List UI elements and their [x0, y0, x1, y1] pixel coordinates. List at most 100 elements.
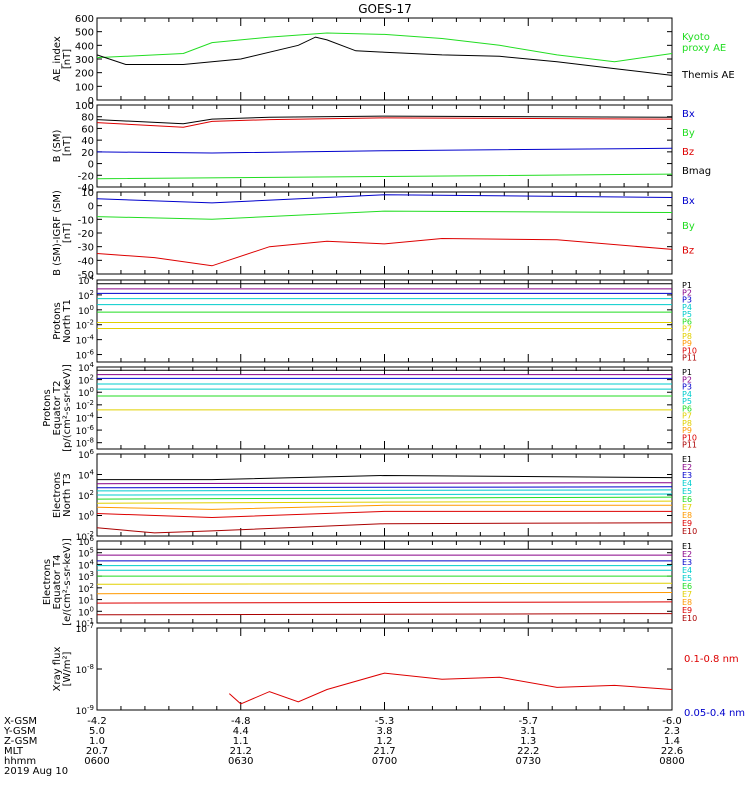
series-line-e9: [96, 601, 673, 604]
y-tick-label: 100: [78, 605, 94, 618]
y-tick-label: 102: [78, 289, 94, 302]
y-tick-label: 10-6: [76, 424, 95, 437]
legend-entry: E2: [682, 463, 692, 472]
y-tick-label: -30: [78, 243, 94, 254]
legend-entry: P2: [682, 375, 692, 384]
legend-entry: E5: [682, 487, 692, 496]
y-tick-label: 106: [78, 448, 94, 461]
y-axis-label: Xray flux[W/m²]: [52, 647, 73, 692]
footer-value: 5.0: [89, 726, 105, 737]
footer-value: 0700: [372, 756, 397, 767]
y-tick-label: 0: [88, 202, 94, 213]
y-tick-label: 10-8: [76, 663, 94, 676]
series-line-bx: [96, 147, 673, 154]
legend-entry: E5: [682, 574, 692, 583]
legend-entry: P4: [682, 390, 692, 399]
legend-entry: P10: [682, 433, 697, 442]
series-line-bz: [96, 237, 673, 267]
panel-3: 10 0 -10 -20 -30 -40 -50 B (SM)-IGRF (SM)[nT] Bx…: [52, 188, 695, 281]
legend-entry: P8: [682, 419, 692, 428]
y-tick-label: 10-4: [76, 334, 95, 347]
footer-row-label: MLT: [4, 746, 24, 757]
y-tick-label: 10-7: [76, 622, 94, 635]
legend-entry: E8: [682, 598, 692, 607]
footer-row-label: hhmm: [4, 756, 36, 767]
legend-entry: P9: [682, 339, 692, 348]
y-tick-label: 200: [75, 69, 94, 80]
legend-entry: E1: [682, 455, 692, 464]
legend-entry: E6: [682, 495, 692, 504]
y-tick-label: 40: [81, 136, 94, 147]
footer-row-label: Y-GSM: [3, 726, 36, 737]
legend-entry: P10: [682, 346, 697, 355]
legend-entry: Bz: [682, 147, 694, 158]
legend-entry: Themis AE: [681, 70, 735, 81]
y-tick-label: -20: [78, 171, 94, 182]
y-tick-label: 104: [78, 558, 94, 571]
footer-row-label: Z-GSM: [4, 736, 37, 747]
y-tick-label: 60: [81, 124, 94, 135]
y-axis-label: ElectronsEquator T4[e/(cm²-s-sr-keV)]: [42, 538, 73, 626]
legend-entry: E8: [682, 511, 692, 520]
y-tick-label: 105: [78, 547, 94, 560]
series-line-e4: [96, 489, 673, 492]
legend-entry: Bz: [682, 246, 694, 257]
legend-entry: 0.1-0.8 nm: [684, 654, 739, 665]
y-tick-label: 100: [75, 82, 94, 93]
footer-row-label: X-GSM: [4, 716, 37, 727]
legend-entry: Bx: [682, 109, 695, 120]
y-tick-label: 100: [75, 101, 94, 112]
y-tick-label: 101: [78, 594, 94, 607]
panel-frame: [96, 540, 673, 624]
footer-value: 1.0: [89, 736, 105, 747]
panel-7: 10610510410310210110010-1ElectronsEquato…: [42, 535, 697, 630]
legend-entry: 0.05-0.4 nm: [684, 708, 745, 719]
footer-value: 0800: [659, 756, 684, 767]
series-line-e1: [97, 474, 673, 481]
series-line-e10: [96, 613, 673, 616]
footer-value: 2.3: [664, 726, 680, 737]
legend-entry: By: [682, 128, 695, 139]
series-line-bx: [96, 194, 673, 204]
footer-value: -5.7: [518, 716, 538, 727]
series-line-e8: [96, 504, 672, 510]
legend-entry: P5: [682, 310, 692, 319]
legend-entry: E2: [682, 550, 692, 559]
y-axis-label: B (SM)[nT]: [52, 129, 73, 162]
y-tick-label: -20: [78, 229, 94, 240]
series-line-e9: [96, 510, 672, 519]
legend-entry: E9: [682, 519, 692, 528]
legend-entry: P8: [682, 332, 692, 341]
legend-entry: E9: [682, 606, 692, 615]
series-line-e2: [96, 482, 673, 485]
footer-value: 22.2: [517, 746, 539, 757]
panel-frame: [96, 17, 673, 101]
footer-value: -4.2: [87, 716, 107, 727]
legend-entry: P6: [682, 404, 692, 413]
footer-value: 1.2: [377, 736, 393, 747]
series-line-e8: [96, 592, 673, 595]
y-tick-label: 103: [78, 570, 94, 583]
footer-value: 0630: [228, 756, 253, 767]
footer-value: 1.1: [233, 736, 249, 747]
legend-entry: By: [682, 221, 695, 232]
legend-entry: P2: [682, 288, 692, 297]
y-tick-label: 10: [81, 188, 94, 199]
legend-entry: P11: [682, 354, 697, 363]
series-line-by: [96, 173, 673, 180]
y-tick-label: 102: [78, 489, 94, 502]
y-axis-label: ProtonsEquator T2[p/(cm²-s-sr-keV)]: [42, 364, 73, 452]
series-line-e7: [96, 582, 673, 585]
y-tick-label: -10: [78, 215, 94, 226]
panel-frame: [96, 627, 673, 711]
panel-frame: [96, 366, 673, 450]
y-tick-label: 10-2: [76, 319, 94, 332]
y-tick-label: 0: [88, 96, 94, 107]
y-tick-label: 600: [75, 14, 94, 25]
y-tick-label: 100: [78, 386, 94, 399]
y-tick-label: 10-2: [76, 399, 94, 412]
panel-5: 10410210010-210-410-610-8ProtonsEquator …: [42, 361, 697, 452]
series-line-e5: [96, 493, 673, 496]
